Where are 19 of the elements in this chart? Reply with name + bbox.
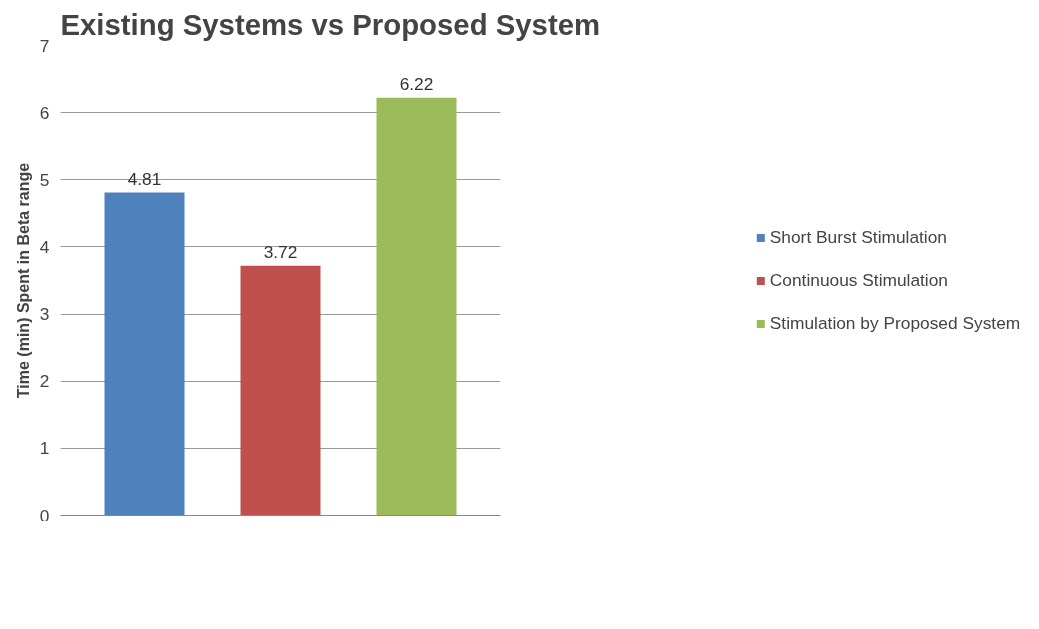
y-axis-title: Time (min) Spent in Beta range xyxy=(14,162,32,399)
y-tick-label: 7 xyxy=(39,35,50,56)
legend-label: Stimulation by Proposed System xyxy=(769,312,1021,334)
bar xyxy=(240,265,321,516)
y-tick-label: 2 xyxy=(39,371,50,392)
chart-title: Existing Systems vs Proposed System xyxy=(60,7,601,41)
y-tick-label: 0 xyxy=(39,505,50,526)
y-tick-label: 5 xyxy=(39,169,50,190)
bar xyxy=(376,97,457,516)
data-label: 4.81 xyxy=(127,168,162,189)
legend-label: Short Burst Stimulation xyxy=(769,226,948,248)
data-label: 6.22 xyxy=(399,73,434,94)
y-tick-label: 3 xyxy=(39,304,50,325)
y-tick-label: 4 xyxy=(39,236,50,257)
y-tick-label: 1 xyxy=(39,438,50,459)
data-label: 3.72 xyxy=(263,241,298,262)
bar xyxy=(104,192,185,516)
legend-label: Continuous Stimulation xyxy=(769,269,948,291)
y-tick-label: 6 xyxy=(39,102,50,123)
